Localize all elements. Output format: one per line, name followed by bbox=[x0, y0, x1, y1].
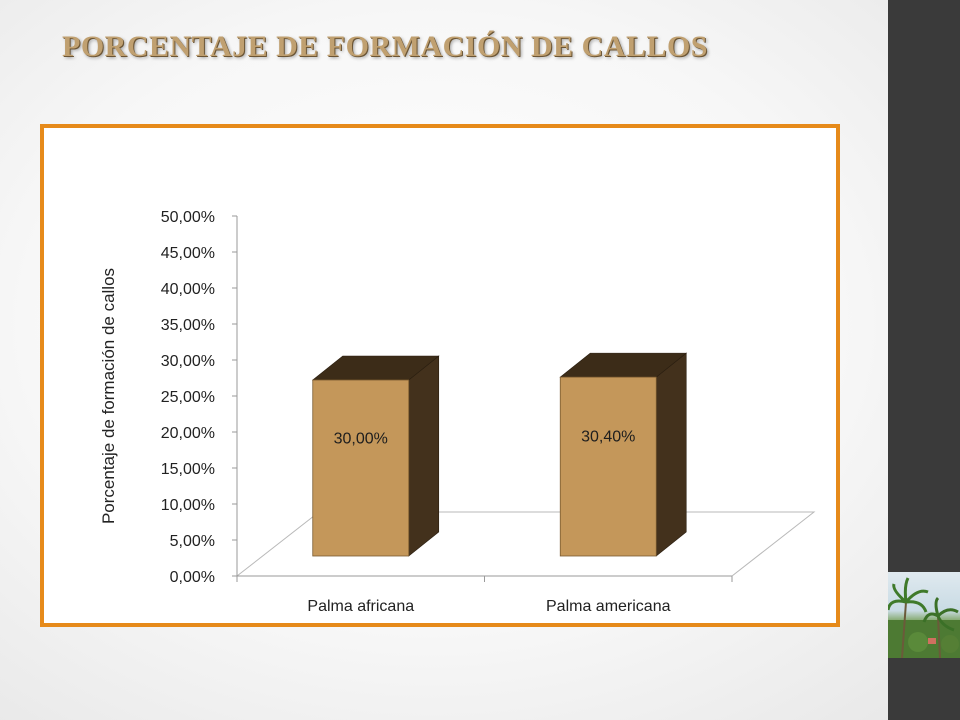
data-label: 30,00% bbox=[334, 430, 388, 447]
y-tick-label: 20,00% bbox=[161, 425, 215, 442]
y-tick-label: 15,00% bbox=[161, 461, 215, 478]
y-tick-label: 30,00% bbox=[161, 353, 215, 370]
bar-side-face bbox=[408, 355, 440, 557]
y-tick-label: 0,00% bbox=[170, 569, 215, 586]
bar-chart: 0,00% 5,00% 10,00% 15,00% 20,00% 25,00% 30,00%… bbox=[99, 209, 816, 615]
bar-1 bbox=[311, 355, 440, 557]
y-tick-label: 10,00% bbox=[161, 497, 215, 514]
chart-frame: 0,00% 5,00% 10,00% 15,00% 20,00% 25,00% 30,00%… bbox=[40, 124, 840, 627]
bar-front-face bbox=[559, 376, 657, 557]
y-tick-label: 40,00% bbox=[161, 281, 215, 298]
slide-title: PORCENTAJE DE FORMACIÓN DE CALLOS bbox=[62, 30, 708, 63]
category-label: Palma africana bbox=[307, 598, 414, 615]
data-label: 30,40% bbox=[581, 429, 635, 446]
bar-2 bbox=[559, 352, 688, 557]
y-tick-label: 50,00% bbox=[161, 209, 215, 226]
y-tick-label: 5,00% bbox=[170, 533, 215, 550]
y-tick-label: 35,00% bbox=[161, 317, 215, 334]
palm-photo bbox=[888, 572, 960, 658]
y-axis-title: Porcentaje de formación de callos bbox=[99, 268, 118, 524]
y-tick-label: 45,00% bbox=[161, 245, 215, 262]
category-label: Palma americana bbox=[546, 598, 671, 615]
bar-front-face bbox=[312, 379, 410, 557]
y-tick-label: 25,00% bbox=[161, 389, 215, 406]
bar-side-face bbox=[655, 352, 687, 557]
